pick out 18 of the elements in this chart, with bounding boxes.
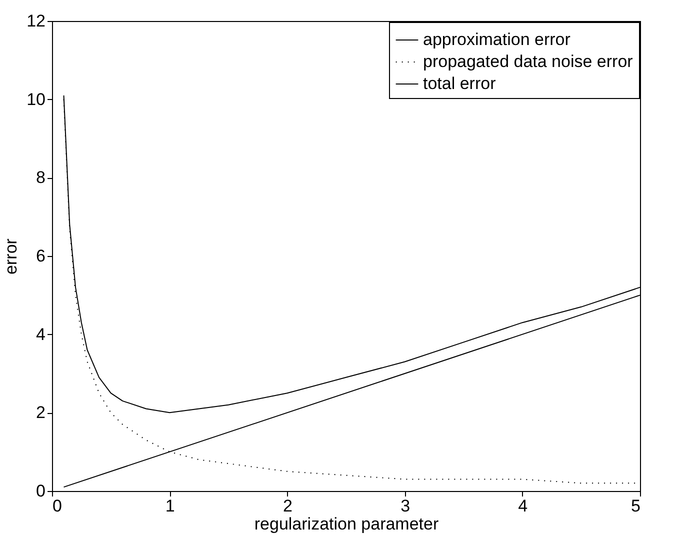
x-tick-label: 4 bbox=[518, 496, 528, 516]
y-tick-label: 2 bbox=[36, 403, 46, 422]
y-tick-label: 0 bbox=[36, 482, 46, 500]
x-tick-label: 5 bbox=[631, 496, 640, 516]
y-axis-title: error bbox=[2, 238, 21, 274]
y-tick-label: 4 bbox=[36, 324, 46, 344]
x-axis-title: regularization parameter bbox=[254, 514, 439, 534]
y-tick-label: 8 bbox=[36, 168, 46, 188]
x-tick-label: 0 bbox=[52, 496, 62, 516]
legend-label: approximation error bbox=[423, 30, 571, 49]
legend-label: total error bbox=[423, 74, 496, 93]
legend-label: propagated data noise error bbox=[423, 52, 634, 71]
y-tick-label: 6 bbox=[36, 246, 46, 266]
x-tick-label: 1 bbox=[165, 496, 175, 516]
x-tick-label: 2 bbox=[282, 496, 292, 516]
x-tick-label: 3 bbox=[400, 496, 410, 516]
y-tick-label: 12 bbox=[26, 12, 46, 30]
y-tick-label: 10 bbox=[26, 90, 46, 109]
